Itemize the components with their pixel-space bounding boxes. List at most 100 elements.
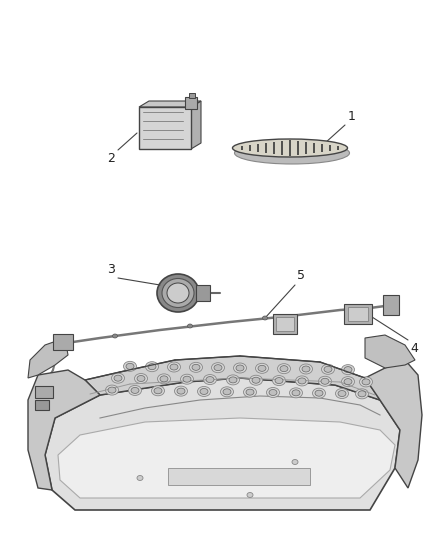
Ellipse shape [362,379,370,385]
Ellipse shape [152,386,165,396]
Ellipse shape [342,377,354,386]
Ellipse shape [356,389,368,399]
Ellipse shape [360,377,372,387]
Ellipse shape [280,366,288,372]
Ellipse shape [137,475,143,481]
Ellipse shape [128,385,141,395]
Ellipse shape [157,274,199,312]
Ellipse shape [292,390,300,396]
Ellipse shape [137,376,145,382]
Ellipse shape [296,376,308,386]
Ellipse shape [154,388,162,394]
Ellipse shape [204,375,216,384]
Ellipse shape [272,376,286,385]
FancyBboxPatch shape [276,317,294,331]
Ellipse shape [298,378,306,384]
FancyBboxPatch shape [189,93,195,98]
Polygon shape [191,101,201,149]
Ellipse shape [192,365,200,370]
Ellipse shape [114,375,122,381]
Ellipse shape [275,377,283,384]
FancyBboxPatch shape [53,334,73,350]
FancyBboxPatch shape [196,285,210,301]
Ellipse shape [198,386,211,397]
Ellipse shape [290,388,303,398]
Polygon shape [168,468,310,485]
Polygon shape [365,335,415,368]
FancyBboxPatch shape [383,295,399,315]
Ellipse shape [342,365,354,375]
Ellipse shape [247,492,253,497]
Ellipse shape [302,366,310,372]
Ellipse shape [321,365,335,374]
Ellipse shape [234,142,350,164]
Polygon shape [45,378,400,510]
Ellipse shape [162,279,194,308]
Ellipse shape [148,364,156,370]
Ellipse shape [190,362,202,373]
Ellipse shape [113,334,117,338]
Text: 1: 1 [348,110,356,123]
Ellipse shape [250,375,262,385]
Ellipse shape [315,390,323,396]
FancyBboxPatch shape [35,400,49,410]
Ellipse shape [266,387,279,398]
Ellipse shape [212,362,225,373]
FancyBboxPatch shape [139,107,191,149]
Polygon shape [28,338,68,378]
Ellipse shape [220,387,233,397]
Ellipse shape [233,139,347,157]
FancyBboxPatch shape [348,307,368,321]
Ellipse shape [321,378,329,384]
FancyBboxPatch shape [185,97,197,109]
Polygon shape [28,370,100,490]
Ellipse shape [324,366,332,373]
Ellipse shape [108,387,116,393]
Ellipse shape [134,374,148,384]
Ellipse shape [246,389,254,395]
Ellipse shape [160,376,168,382]
Ellipse shape [344,367,352,373]
Ellipse shape [344,378,352,385]
Polygon shape [85,356,380,400]
Ellipse shape [206,376,214,383]
Ellipse shape [200,389,208,394]
Ellipse shape [167,283,189,303]
Ellipse shape [226,375,240,385]
Polygon shape [58,418,395,498]
Ellipse shape [358,391,366,397]
Ellipse shape [214,365,222,370]
Polygon shape [365,360,422,488]
Ellipse shape [236,365,244,371]
Ellipse shape [106,385,119,395]
Ellipse shape [170,364,178,370]
Ellipse shape [336,389,349,399]
Ellipse shape [180,374,194,384]
Ellipse shape [158,374,170,384]
Ellipse shape [262,316,268,320]
Ellipse shape [183,376,191,382]
FancyBboxPatch shape [344,304,372,324]
Ellipse shape [167,362,180,372]
Ellipse shape [124,361,137,372]
Ellipse shape [177,388,185,394]
Text: 5: 5 [297,269,305,282]
Ellipse shape [233,363,247,373]
Ellipse shape [112,373,124,383]
Ellipse shape [318,376,332,386]
Ellipse shape [312,388,325,398]
Ellipse shape [174,386,187,396]
Ellipse shape [278,364,290,374]
Ellipse shape [187,324,192,328]
Ellipse shape [269,390,277,395]
Polygon shape [139,101,201,107]
Ellipse shape [223,389,231,395]
Ellipse shape [300,364,312,374]
Ellipse shape [338,391,346,397]
Text: 4: 4 [410,342,418,355]
Ellipse shape [131,387,139,393]
Ellipse shape [126,364,134,369]
Text: 3: 3 [107,263,115,276]
Text: 2: 2 [107,152,115,165]
Ellipse shape [258,365,266,372]
